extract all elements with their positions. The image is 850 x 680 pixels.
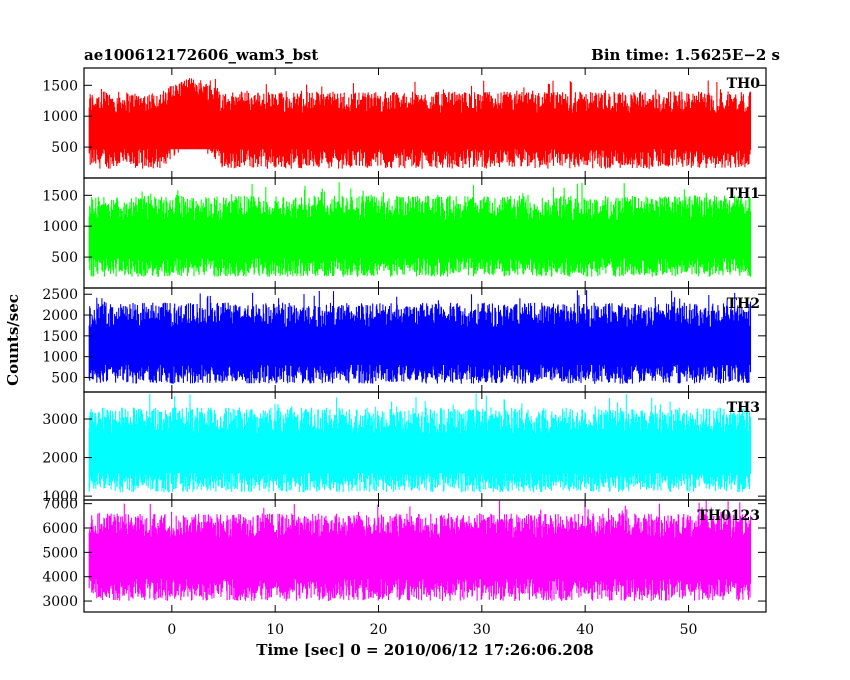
series-th3-band xyxy=(89,432,751,473)
chart-title: ae100612172606_wam3_bst xyxy=(84,46,318,64)
y-tick-label: 1500 xyxy=(42,188,78,204)
y-tick-label: 6000 xyxy=(42,521,78,537)
series-th0-band xyxy=(89,112,751,150)
series-th1-band xyxy=(89,219,751,259)
x-tick-label: 40 xyxy=(576,622,594,638)
x-tick-label: 10 xyxy=(266,622,284,638)
series-label-th3: TH3 xyxy=(727,400,760,416)
series-th0123-band xyxy=(89,537,751,580)
y-tick-label: 1500 xyxy=(42,78,78,94)
series-label-th1: TH1 xyxy=(727,186,760,202)
y-tick-label: 2000 xyxy=(42,308,78,324)
series-th2-band xyxy=(89,326,751,365)
y-tick-label: 1000 xyxy=(42,109,78,125)
y-tick-label: 2000 xyxy=(42,451,78,467)
x-axis-label: Time [sec] 0 = 2010/06/12 17:26:06.208 xyxy=(256,641,593,659)
y-tick-label: 1000 xyxy=(42,489,78,505)
bin-time-label: Bin time: 1.5625E−2 s xyxy=(591,46,780,64)
y-axis-label: Counts/sec xyxy=(4,294,22,386)
y-tick-label: 2500 xyxy=(42,287,78,303)
y-tick-label: 3000 xyxy=(42,412,78,428)
x-tick-label: 20 xyxy=(370,622,388,638)
y-tick-label: 3000 xyxy=(42,594,78,610)
series-label-th0: TH0 xyxy=(727,76,761,92)
y-tick-label: 1000 xyxy=(42,219,78,235)
x-tick-label: 30 xyxy=(473,622,491,638)
y-tick-label: 500 xyxy=(51,370,78,386)
x-tick-label: 0 xyxy=(167,622,176,638)
y-tick-label: 1000 xyxy=(42,350,78,366)
y-tick-label: 4000 xyxy=(42,570,78,586)
y-tick-label: 1500 xyxy=(42,329,78,345)
y-tick-label: 500 xyxy=(51,140,78,156)
panel-frame-th0123 xyxy=(83,499,767,613)
y-tick-label: 7000 xyxy=(42,497,78,513)
y-tick-label: 5000 xyxy=(42,545,78,561)
y-tick-label: 500 xyxy=(51,250,78,266)
series-label-th2: TH2 xyxy=(727,296,760,312)
series-label-th0123: TH0123 xyxy=(697,508,760,524)
x-tick-label: 50 xyxy=(680,622,698,638)
